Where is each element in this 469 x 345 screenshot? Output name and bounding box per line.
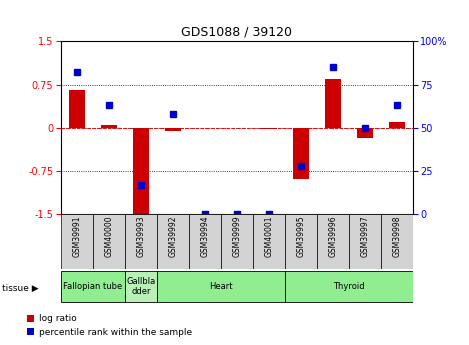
Bar — [357, 128, 373, 138]
Text: GSM39998: GSM39998 — [392, 215, 401, 256]
Bar — [125, 271, 157, 302]
Text: GSM40001: GSM40001 — [265, 215, 273, 256]
Bar — [125, 214, 157, 269]
Bar — [389, 122, 405, 128]
Bar — [317, 214, 349, 269]
Text: GSM39996: GSM39996 — [328, 215, 337, 257]
Text: Gallbla
dder: Gallbla dder — [126, 277, 156, 296]
Text: GSM39997: GSM39997 — [360, 215, 369, 257]
Text: Thyroid: Thyroid — [333, 282, 364, 291]
Text: Fallopian tube: Fallopian tube — [63, 282, 122, 291]
Bar — [69, 90, 85, 128]
Legend: log ratio, percentile rank within the sample: log ratio, percentile rank within the sa… — [23, 311, 196, 341]
Bar — [61, 214, 93, 269]
Bar — [253, 214, 285, 269]
Bar — [285, 214, 317, 269]
Text: GSM39994: GSM39994 — [200, 215, 209, 257]
Bar — [189, 214, 221, 269]
Bar — [349, 214, 381, 269]
Bar — [293, 128, 309, 179]
Bar — [325, 79, 341, 128]
Bar — [157, 214, 189, 269]
Text: tissue ▶: tissue ▶ — [2, 284, 39, 293]
Bar — [133, 128, 149, 217]
Text: GSM39991: GSM39991 — [72, 215, 82, 256]
Text: GSM40000: GSM40000 — [105, 215, 113, 257]
Bar — [93, 214, 125, 269]
Text: GSM39992: GSM39992 — [168, 215, 177, 256]
Title: GDS1088 / 39120: GDS1088 / 39120 — [182, 26, 292, 39]
Bar — [61, 271, 125, 302]
Bar — [221, 214, 253, 269]
Bar — [261, 128, 277, 129]
Text: GSM39999: GSM39999 — [232, 215, 242, 257]
Text: GSM39993: GSM39993 — [136, 215, 145, 257]
Bar — [157, 271, 285, 302]
Text: Heart: Heart — [209, 282, 233, 291]
Bar — [101, 125, 117, 128]
Text: GSM39995: GSM39995 — [296, 215, 305, 257]
Bar — [381, 214, 413, 269]
Bar — [285, 271, 413, 302]
Bar — [165, 128, 181, 130]
